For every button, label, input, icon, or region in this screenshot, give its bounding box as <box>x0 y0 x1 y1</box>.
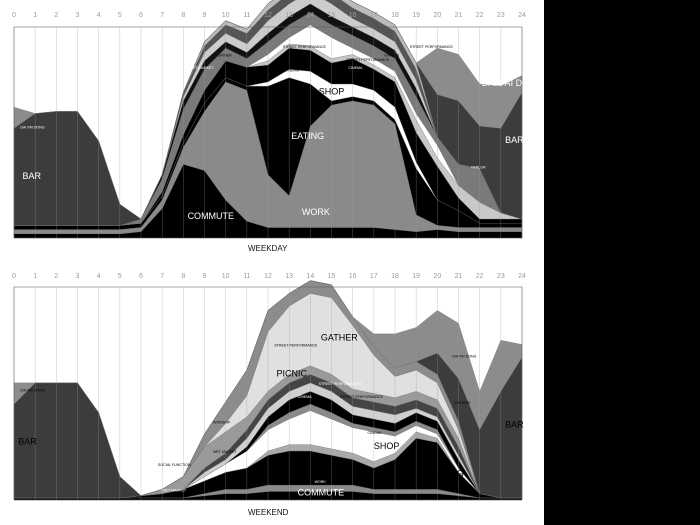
hour-tick-label: 3 <box>76 12 80 19</box>
hour-tick-label: 9 <box>203 273 207 280</box>
hour-tick-label: 23 <box>497 12 505 19</box>
hour-tick-label: 11 <box>243 273 250 280</box>
hour-tick-label: 22 <box>476 273 484 280</box>
hour-tick-label: 7 <box>160 273 164 280</box>
area-label: PICNIC <box>276 368 307 378</box>
hour-tick-label: 1 <box>33 12 37 19</box>
plot-frame <box>13 286 523 501</box>
hour-tick-label: 18 <box>391 12 399 19</box>
hour-tick-label: 8 <box>181 12 185 19</box>
hour-tick-label: 6 <box>139 273 143 280</box>
area-label: STREET PERFORMANCE <box>319 382 363 386</box>
hour-tick-label: 4 <box>97 12 101 19</box>
area-label: STREET PERFORMANCE <box>340 395 384 399</box>
hour-tick-label: 5 <box>118 273 122 280</box>
hour-tick-label: 21 <box>455 273 463 280</box>
area-label: WORSHIP <box>213 420 231 424</box>
hour-tick-label: 17 <box>370 273 378 280</box>
hour-tick-label: 5 <box>118 12 122 19</box>
hour-tick-label: 0 <box>12 12 16 19</box>
plot-frame <box>13 26 523 239</box>
hour-tick-label: 3 <box>76 273 80 280</box>
area-label: BAR <box>18 437 37 447</box>
hour-tick-label: 14 <box>306 273 314 280</box>
area-label: SPORT <box>312 435 325 439</box>
hour-tick-label: 14 <box>306 12 314 19</box>
hour-tick-label: 2 <box>54 12 58 19</box>
hour-tick-label: 21 <box>455 12 463 19</box>
area-label: COMMUTE <box>298 488 345 498</box>
hour-tick-label: 1 <box>33 273 37 280</box>
hour-tick-label: 20 <box>433 273 441 280</box>
hour-tick-label: 16 <box>349 273 357 280</box>
chart-canvas: 0 1 2 3 4 5 6 7 8 9 10 11 12 13 14 15 16 17 18 19 20 21 22 23 24… <box>12 0 543 517</box>
hour-tick-label: 13 <box>285 273 293 280</box>
hour-tick-label: 19 <box>412 12 420 19</box>
hour-tick-label: 2 <box>54 273 58 280</box>
hour-tick-label: 8 <box>181 273 185 280</box>
chart-caption: WEEKDAY <box>248 244 288 253</box>
area-label: STREET PERFORMANCE <box>283 45 327 49</box>
hour-tick-label: 10 <box>222 273 230 280</box>
hour-tick-label: 13 <box>285 12 293 19</box>
area-label: EATING <box>431 469 464 479</box>
hour-tick-label: 12 <box>264 273 272 280</box>
area-label: DAI PAI DONG <box>20 388 44 392</box>
hour-tick-label: 23 <box>497 273 505 280</box>
area-label: PARLOR <box>471 165 486 169</box>
area-label: WET MARKET <box>213 450 238 454</box>
hour-tick-label: 4 <box>97 273 101 280</box>
area-label: WORK <box>302 207 330 217</box>
hour-tick-label: 10 <box>222 12 230 19</box>
hour-tick-label: 12 <box>264 12 272 19</box>
hour-tick-label: 24 <box>518 12 526 19</box>
area-label: CINEMA <box>348 66 363 70</box>
hour-tick-label: 11 <box>243 12 250 19</box>
hour-tick-label: 17 <box>370 12 378 19</box>
hour-tick-label: 0 <box>12 273 16 280</box>
hour-tick-label: 24 <box>518 273 526 280</box>
hour-tick-label: 15 <box>328 12 336 19</box>
area-label: GATHER <box>321 332 358 342</box>
area-label: WET MARKET <box>190 66 215 70</box>
hour-tick-label: 9 <box>203 12 207 19</box>
area-label: DAI PAI DONG <box>482 78 543 88</box>
area-label: CINEMA <box>285 68 300 72</box>
area-label: SHOP <box>319 87 345 97</box>
area-label: SOCIAL FUNCTION <box>158 463 191 467</box>
area-label: CINEMA <box>298 395 313 399</box>
area-label: GATHER <box>384 54 399 58</box>
area-label: WET MARKET <box>162 488 187 492</box>
hour-tick-label: 6 <box>139 12 143 19</box>
area-label: DAI PAI DONG <box>452 354 476 358</box>
area-label: EATING <box>291 131 324 141</box>
hour-tick-label: 16 <box>349 12 357 19</box>
hour-tick-label: 22 <box>476 12 484 19</box>
area-label: CINEMA <box>367 431 382 435</box>
area-label: BAR <box>505 420 524 430</box>
area-label: STREET PERFORMANCE <box>346 58 390 62</box>
hour-tick-label: 20 <box>433 12 441 19</box>
weekday-panel: 0 1 2 3 4 5 6 7 8 9 10 11 12 13 14 15 16 17 18 19 20 21 22 23 24… <box>12 0 543 253</box>
area-label: DAI PAI DONG <box>20 125 44 129</box>
area-label: STREET PERFORMANCE <box>274 344 318 348</box>
area-label: STREET PERFORMANCE <box>410 45 454 49</box>
area-label: GATHER <box>217 54 232 58</box>
weekend-panel: 0 1 2 3 4 5 6 7 8 9 10 11 12 13 14 15 16 17 18 19 20 21 22 23 24… <box>12 273 526 517</box>
area-label: SHOP <box>374 441 400 451</box>
area-label: COMMUTE <box>188 211 235 221</box>
page-background: 0 1 2 3 4 5 6 7 8 9 10 11 12 13 14 15 16 17 18 19 20 21 22 23 24… <box>0 0 544 525</box>
chart-caption: WEEKEND <box>248 508 289 517</box>
area-label: THEATRE <box>454 401 471 405</box>
area-label: BAR <box>22 171 41 181</box>
hour-tick-label: 15 <box>328 273 336 280</box>
hour-tick-label: 7 <box>160 12 164 19</box>
area-label: BAR <box>505 135 524 145</box>
area-label: WORK <box>315 480 327 484</box>
hour-tick-label: 19 <box>412 273 420 280</box>
hour-tick-label: 18 <box>391 273 399 280</box>
